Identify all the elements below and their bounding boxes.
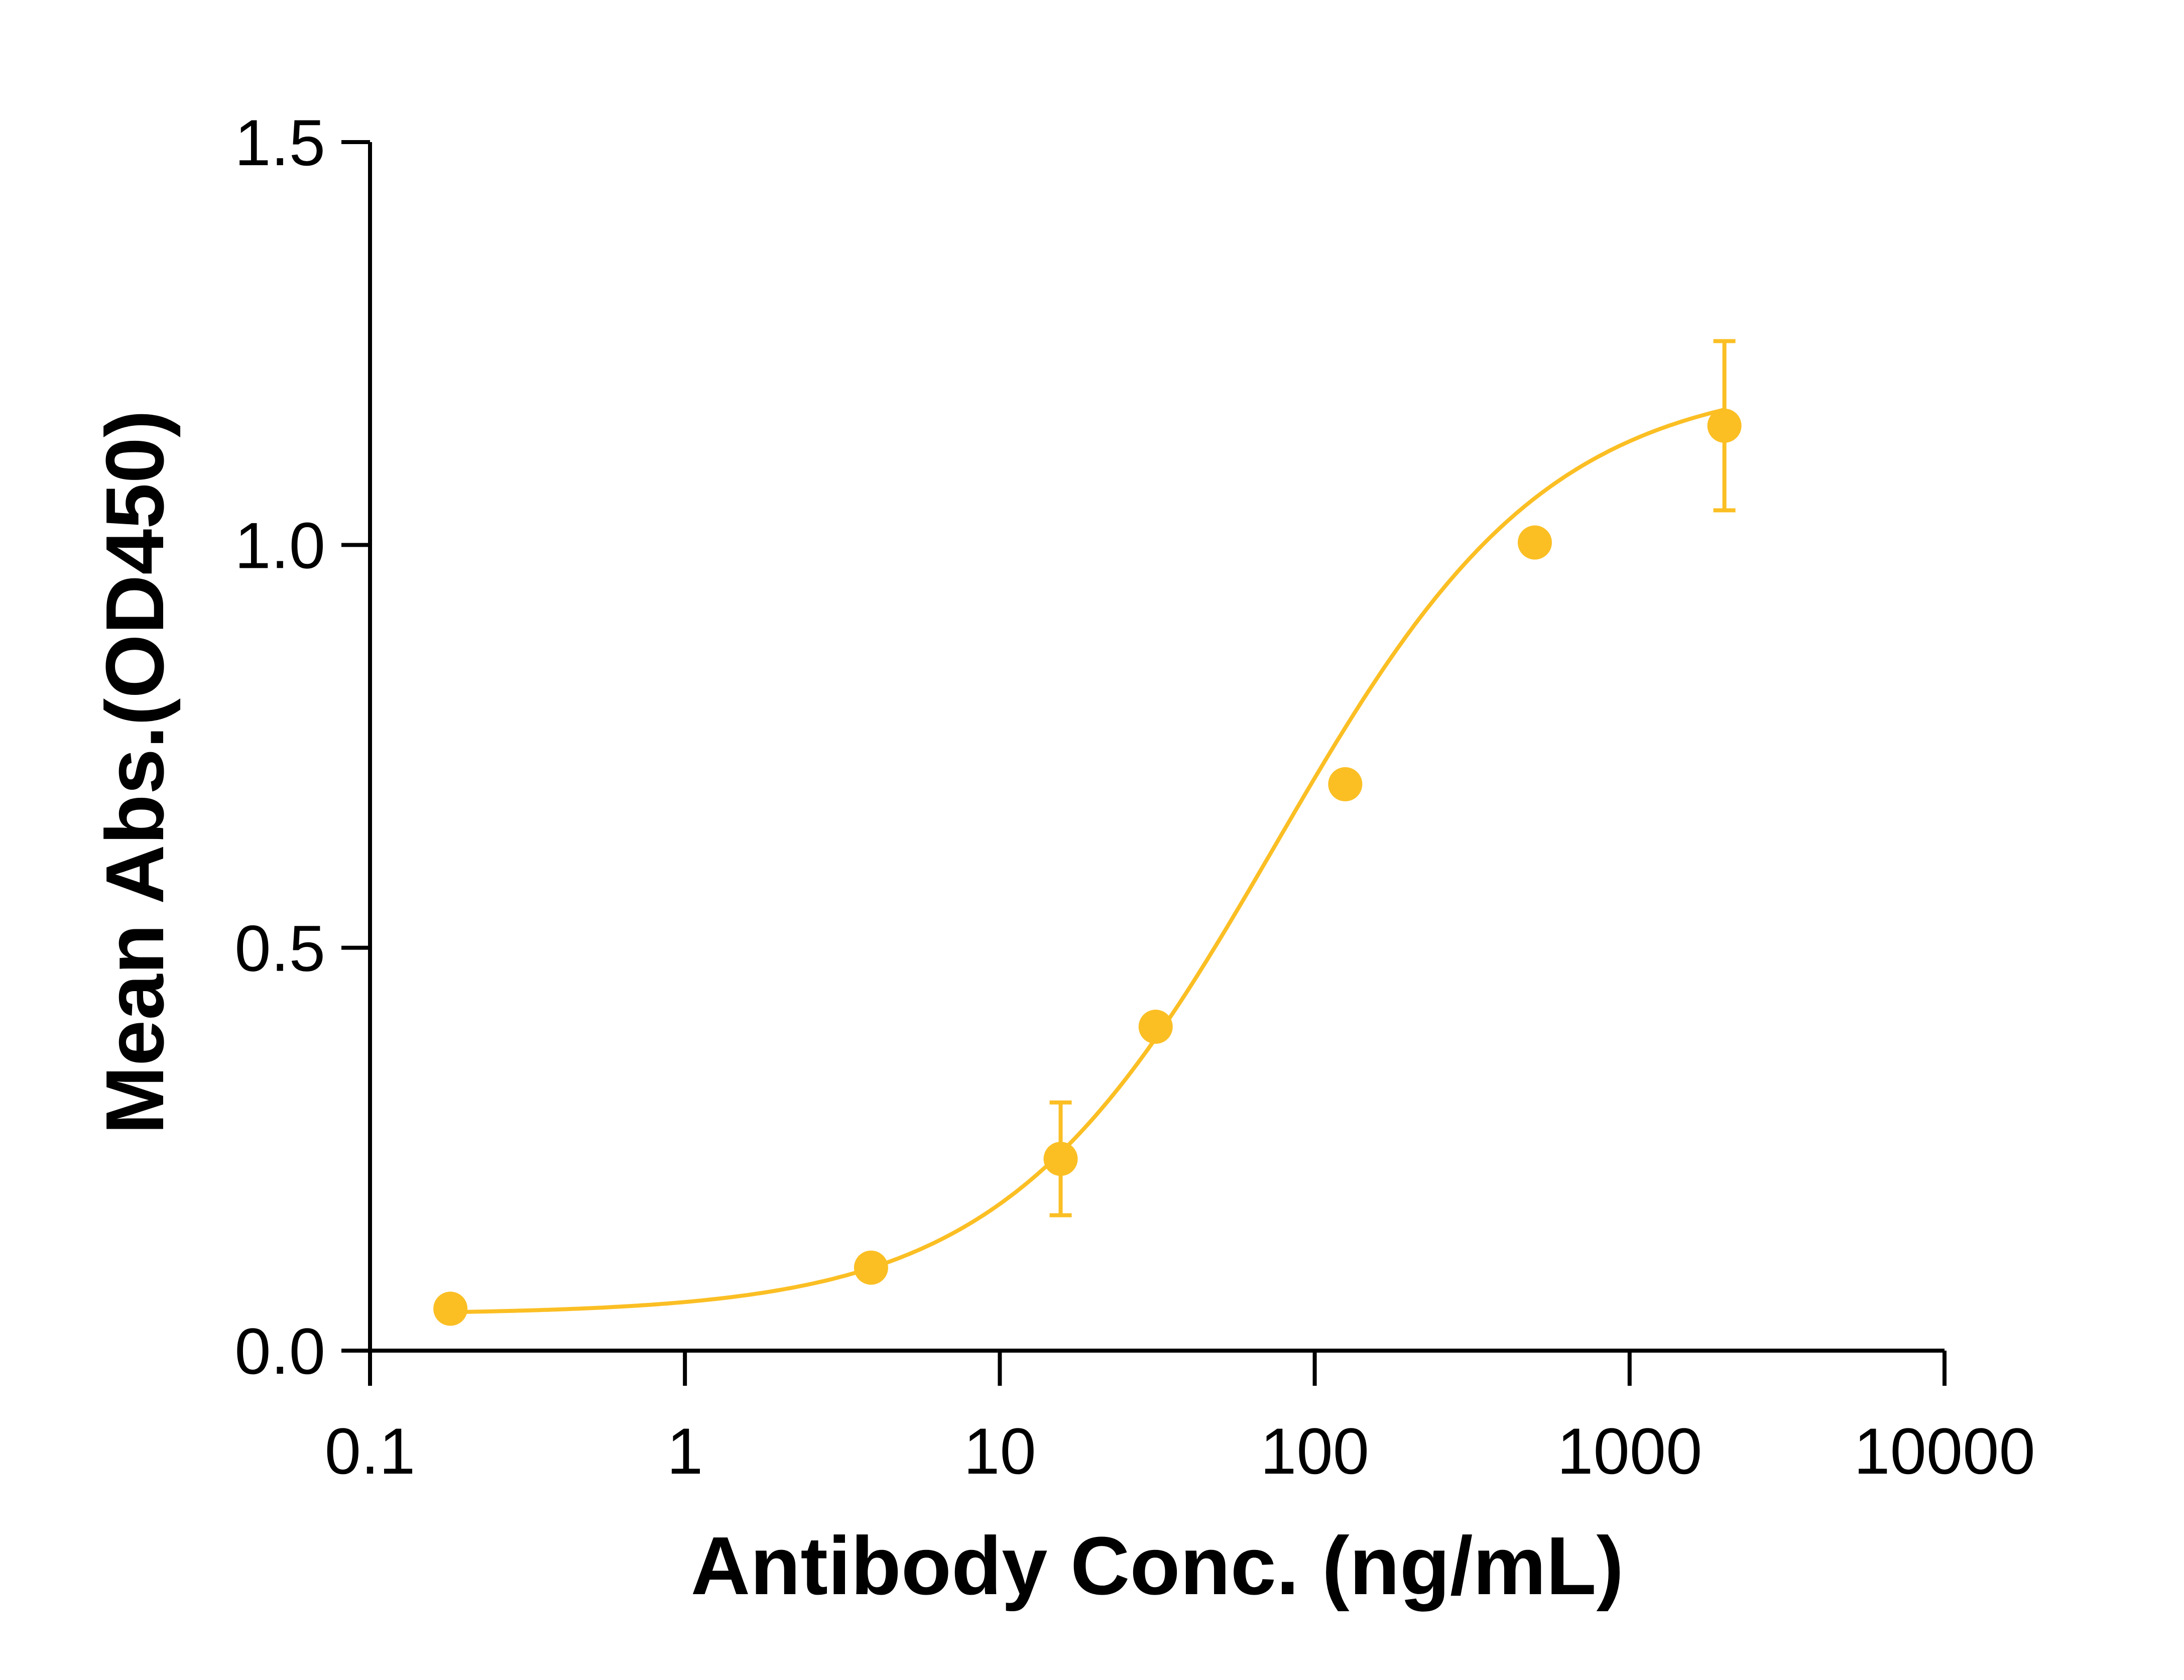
axes <box>368 142 1945 1353</box>
y-tick-label: 0.0 <box>234 1314 325 1388</box>
y-tick-label: 1.5 <box>234 106 325 179</box>
x-tick-label: 1 <box>667 1414 703 1488</box>
data-point <box>1707 408 1742 443</box>
data-point <box>433 1291 468 1326</box>
data-points <box>433 408 1742 1326</box>
x-axis-title: Antibody Conc. (ng/mL) <box>691 1520 1624 1612</box>
y-ticks: 0.0 0.5 1.0 1.5 <box>234 106 370 1388</box>
data-point <box>1517 525 1552 560</box>
data-point <box>1138 1009 1173 1044</box>
x-tick-label: 0.1 <box>325 1414 416 1488</box>
error-bars <box>1049 339 1736 1218</box>
x-ticks: 0.1 1 10 100 1000 10000 <box>325 1351 2035 1488</box>
y-axis-title: Mean Abs.(OD450) <box>89 410 181 1135</box>
fit-curve <box>450 408 1725 1314</box>
x-tick-label: 100 <box>1260 1414 1369 1488</box>
x-tick-label: 1000 <box>1557 1414 1702 1488</box>
data-point <box>1043 1142 1078 1176</box>
x-tick-label: 10000 <box>1854 1414 2035 1488</box>
y-tick-label: 1.0 <box>234 509 325 582</box>
x-tick-label: 10 <box>963 1414 1036 1488</box>
y-tick-label: 0.5 <box>234 912 325 985</box>
data-point <box>854 1250 888 1285</box>
data-point <box>1328 767 1363 801</box>
